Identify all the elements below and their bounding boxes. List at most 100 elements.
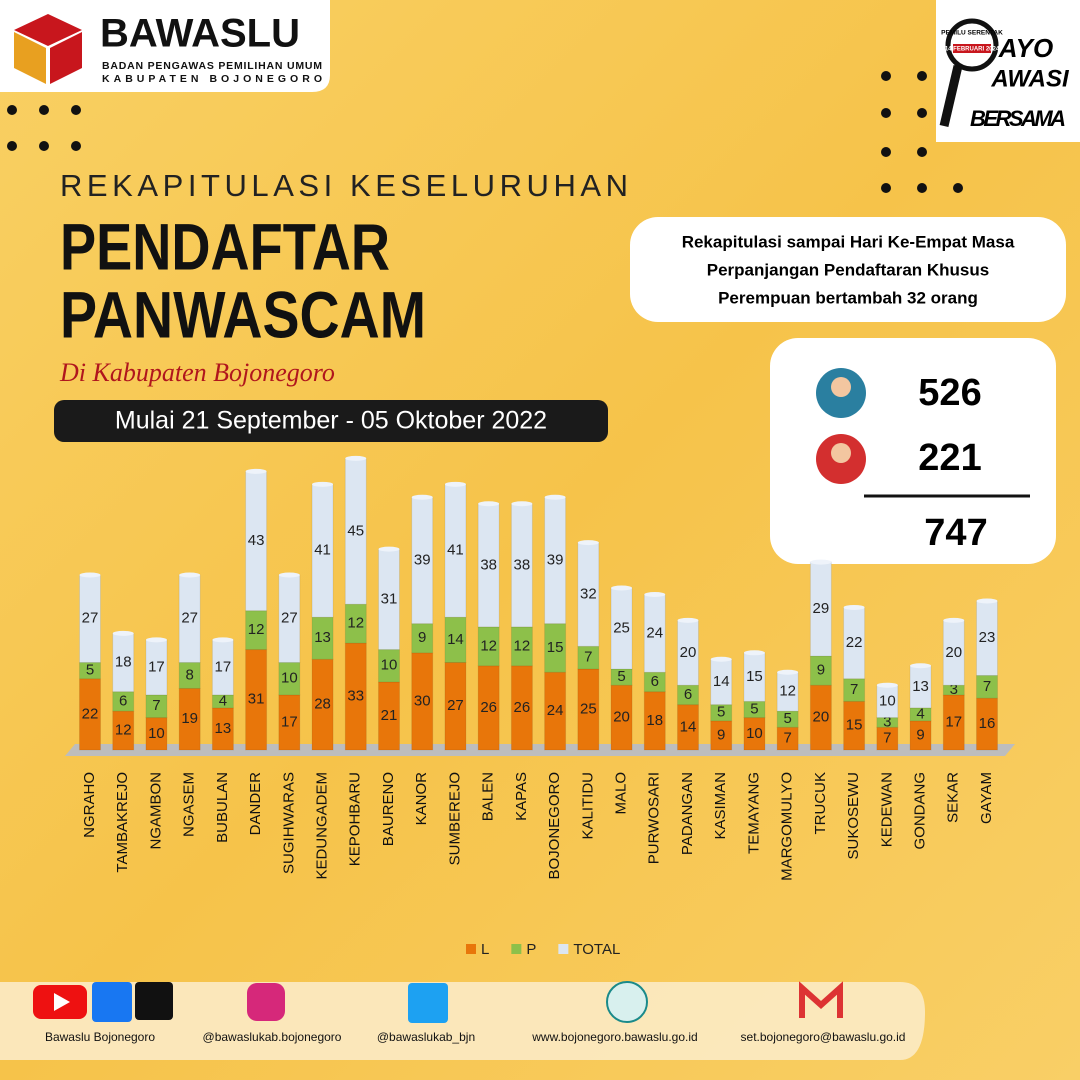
note-text: Perpanjangan Pendaftaran Khusus <box>707 260 989 279</box>
pretitle: REKAPITULASI KESELURUHAN <box>60 168 628 203</box>
value-label: 5 <box>783 710 791 727</box>
value-label: 30 <box>414 692 431 709</box>
value-label: 9 <box>418 629 426 646</box>
badge-text: PEMILU SERENTAK <box>941 30 1003 37</box>
bar-cap <box>544 494 566 500</box>
title: PANWASCAM <box>60 277 426 351</box>
female-icon-face <box>831 443 851 463</box>
value-label: 26 <box>480 699 497 716</box>
period-bg <box>54 400 608 442</box>
x-tick-label: DANDER <box>247 772 264 836</box>
x-tick-label: SUMBEREJO <box>446 772 463 865</box>
value-label: 22 <box>846 634 863 651</box>
footer-text: Bawaslu Bojonegoro <box>45 1030 155 1044</box>
bar-segment <box>79 662 101 680</box>
value-label: 7 <box>152 697 160 714</box>
bar-cap <box>411 494 433 500</box>
value-label: 8 <box>185 666 193 683</box>
x-tick-label: KANOR <box>413 772 430 826</box>
bar-segment <box>444 662 467 751</box>
x-tick-label: KAPAS <box>513 772 530 821</box>
x-tick-label: BOJONEGORO <box>546 772 563 880</box>
note-text: Rekapitulasi sampai Hari Ke-Empat Masa <box>682 232 1015 251</box>
bar-cap <box>943 617 965 623</box>
value-label: 14 <box>447 631 464 648</box>
bar-segment <box>809 684 832 751</box>
bar-cap <box>378 546 400 552</box>
male-count: 526 <box>918 372 981 414</box>
facebook-icon[interactable] <box>92 982 132 1022</box>
value-label: 25 <box>580 700 597 717</box>
value-label: 41 <box>314 542 331 559</box>
x-tick-label: GONDANG <box>912 772 929 850</box>
bar-cap <box>345 455 367 461</box>
footer-text: set.bojonegoro@bawaslu.go.id <box>741 1030 906 1044</box>
x-tick-label: TAMBAKREJO <box>114 772 131 873</box>
value-label: 39 <box>414 551 431 568</box>
title: PENDAFTAR <box>60 209 390 283</box>
bar-segment <box>178 662 201 689</box>
bar-cap <box>644 591 666 597</box>
twitter-icon[interactable] <box>408 983 448 1023</box>
email-icon[interactable] <box>799 981 843 1018</box>
x-tick-label: TRUCUK <box>812 772 829 835</box>
value-label: 38 <box>514 556 531 573</box>
value-label: 29 <box>813 600 830 617</box>
value-label: 6 <box>119 692 127 709</box>
chart-floor <box>65 744 1015 756</box>
tiktok-icon[interactable] <box>135 982 173 1020</box>
x-tick-label: BALEN <box>480 772 497 821</box>
bar-cap <box>278 572 300 578</box>
bar-cap <box>179 572 201 578</box>
x-tick-label: KEDUNGADEM <box>314 772 331 880</box>
value-label: 33 <box>347 688 364 705</box>
summary-box <box>770 338 1056 564</box>
value-label: 9 <box>916 726 924 743</box>
value-label: 32 <box>580 585 597 602</box>
x-tick-label: KALITIDU <box>579 772 596 840</box>
bar-segment <box>278 662 301 696</box>
female-count: 221 <box>918 437 981 479</box>
value-label: 17 <box>215 658 232 675</box>
value-label: 27 <box>181 610 198 627</box>
value-label: 7 <box>983 678 991 695</box>
value-label: 28 <box>314 696 331 713</box>
note-box <box>630 217 1066 322</box>
youtube-play <box>54 993 70 1011</box>
value-label: 12 <box>347 615 364 632</box>
x-tick-label: SUGIHWARAS <box>280 772 297 874</box>
value-label: 6 <box>651 673 659 690</box>
value-label: 5 <box>750 700 758 717</box>
value-label: 20 <box>813 709 830 726</box>
value-label: 5 <box>617 668 625 685</box>
bar-cap <box>312 481 334 487</box>
value-label: 38 <box>480 556 497 573</box>
x-tick-label: PURWOSARI <box>646 772 663 864</box>
instagram-icon[interactable] <box>247 983 285 1021</box>
value-label: 15 <box>746 668 763 685</box>
value-label: 26 <box>514 699 531 716</box>
badge-date-bg <box>953 44 991 53</box>
bar-segment <box>311 658 334 751</box>
value-label: 7 <box>783 730 791 747</box>
bar-cap <box>444 481 466 487</box>
value-label: 17 <box>148 658 165 675</box>
x-tick-label: BAURENO <box>380 772 397 846</box>
value-label: 9 <box>817 662 825 679</box>
bar-cap <box>743 650 765 656</box>
web-icon[interactable] <box>606 981 648 1023</box>
x-tick-label: NGASEM <box>181 772 198 837</box>
legend-label: L <box>481 941 489 958</box>
bar-cap <box>677 617 699 623</box>
value-label: 20 <box>945 644 962 661</box>
value-label: 3 <box>950 681 958 698</box>
x-tick-label: PADANGAN <box>679 772 696 855</box>
bar-cap <box>976 598 998 604</box>
value-label: 13 <box>912 678 929 695</box>
value-label: 16 <box>979 715 996 732</box>
value-label: 24 <box>646 624 663 641</box>
value-label: 19 <box>181 710 198 727</box>
legend-swatch <box>558 944 569 954</box>
badge-text: 14 FEBRUARI 2024 <box>945 47 1000 53</box>
